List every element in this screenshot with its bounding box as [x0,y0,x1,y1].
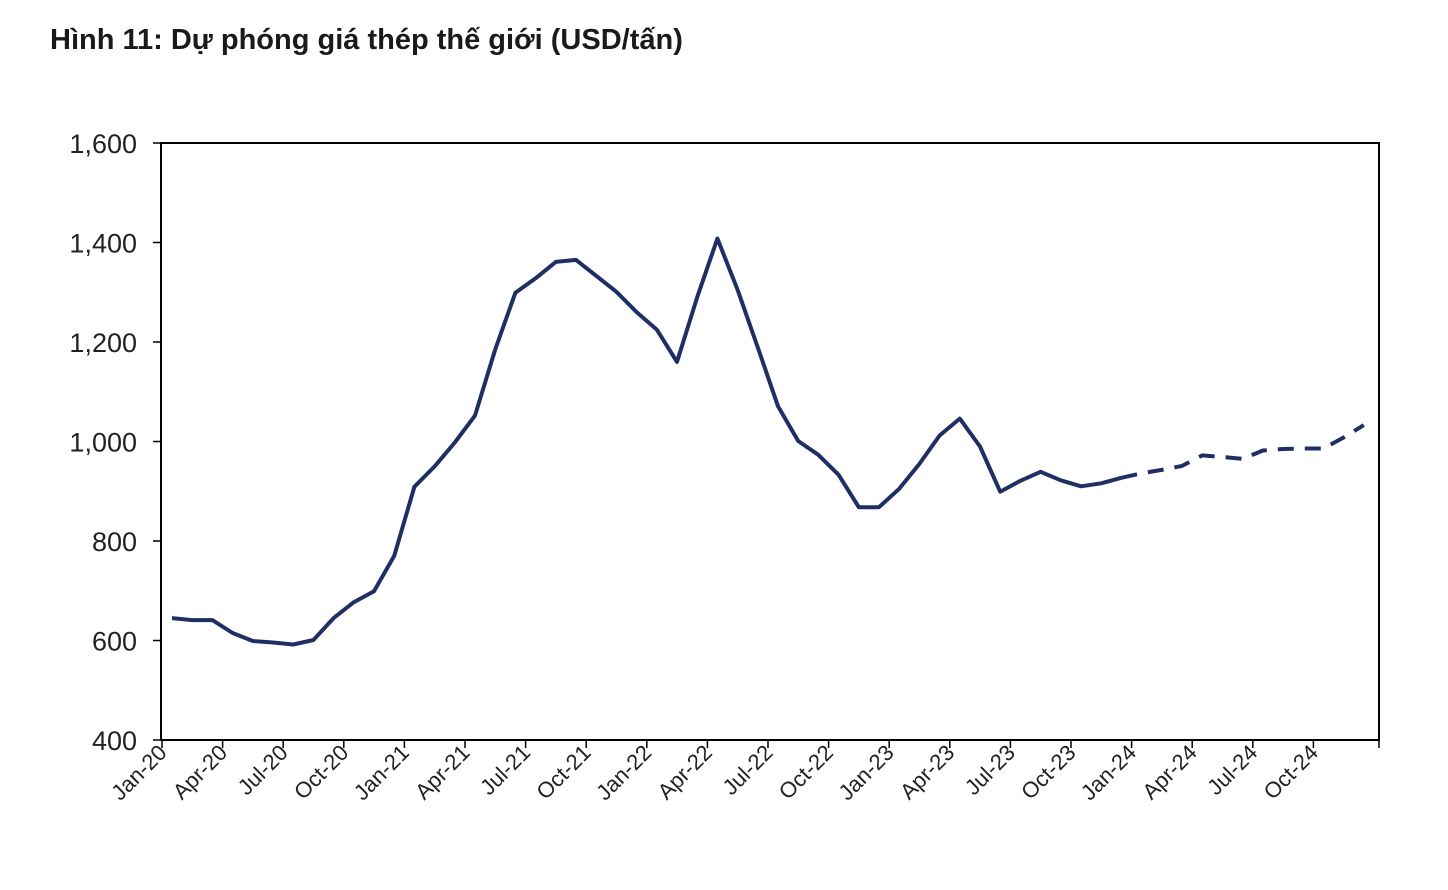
y-tick-label: 1,000 [69,428,137,458]
y-axis: 400 600 800 1,000 1,200 1,400 1,600 [69,129,161,756]
x-tick-label: Oct-20 [289,740,353,804]
x-tick-label: Jan-21 [349,740,414,805]
x-tick-label: Jul-24 [1202,740,1262,800]
y-tick-label: 800 [92,527,137,557]
figure-title: Hình 11: Dự phóng giá thép thế giới (USD… [50,24,683,56]
forecast-series-line [1120,423,1365,480]
plot-border [160,142,1380,741]
y-tick-label: 1,600 [69,129,137,159]
x-tick-label: Jan-22 [591,740,656,805]
x-tick-label: Jul-23 [960,740,1020,800]
x-tick-label: Jan-23 [833,740,898,805]
x-tick-label: Apr-22 [653,740,717,804]
y-tick-label: 1,200 [69,328,137,358]
y-tick-label: 600 [92,627,137,657]
x-tick-label: Jul-22 [717,740,777,800]
series-layer [171,236,1365,647]
x-tick-label: Jul-20 [233,740,293,800]
plot-frame [160,142,1380,741]
x-tick-label: Jul-21 [475,740,535,800]
actual-series-line [171,236,1122,647]
y-tick-label: 1,400 [69,229,137,259]
x-tick-label: Oct-21 [531,740,595,804]
y-tick-label: 400 [92,726,137,756]
x-tick-label: Apr-20 [168,740,232,804]
x-tick-label: Apr-23 [895,740,959,804]
x-tick-label: Apr-24 [1137,740,1201,804]
x-tick-label: Oct-24 [1259,740,1323,804]
x-tick-label: Oct-22 [774,740,838,804]
x-tick-label: Jan-24 [1076,740,1141,805]
x-tick-label: Oct-23 [1016,740,1080,804]
x-tick-label: Apr-21 [410,740,474,804]
